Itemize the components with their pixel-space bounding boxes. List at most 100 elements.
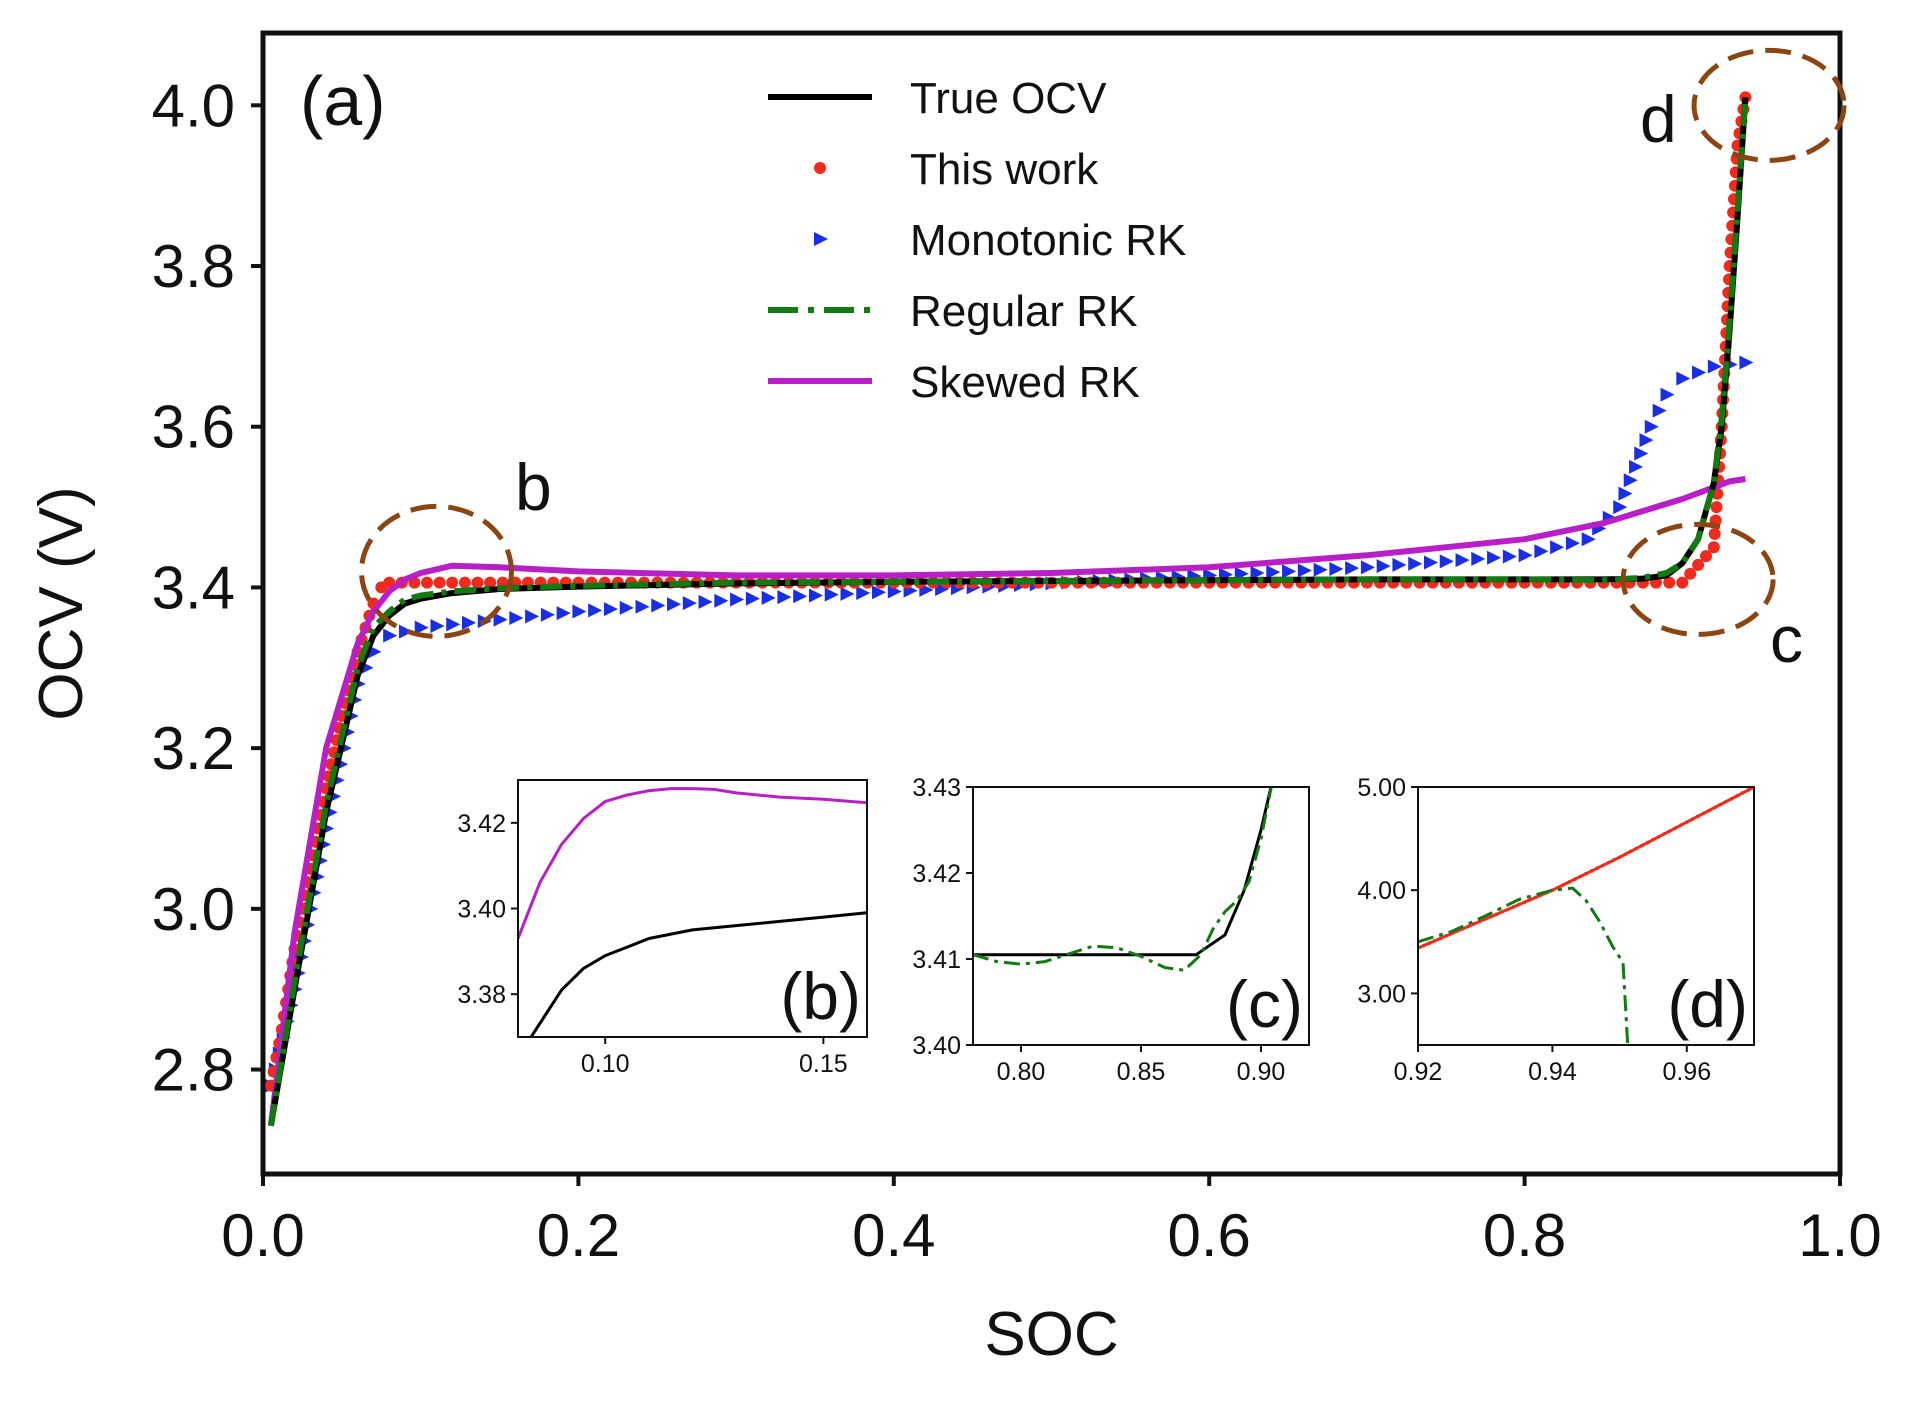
inset-point-this-work <box>1601 863 1605 868</box>
legend-label: True OCV <box>910 74 1107 123</box>
point-monotonic-rk <box>1408 556 1423 571</box>
point-monotonic-rk <box>1534 544 1549 559</box>
point-monotonic-rk <box>793 589 808 604</box>
point-monotonic-rk <box>1423 555 1438 570</box>
point-this-work <box>1708 527 1721 540</box>
inset-point-this-work <box>1427 941 1431 945</box>
point-monotonic-rk <box>462 615 477 630</box>
inset-plot-area <box>973 787 1273 972</box>
inset-point-this-work <box>1517 902 1521 907</box>
inset-point-this-work <box>1612 858 1616 862</box>
point-monotonic-rk <box>1676 371 1691 386</box>
inset-point-this-work <box>1657 834 1661 839</box>
point-this-work <box>1710 501 1723 514</box>
point-monotonic-rk <box>761 590 776 605</box>
legend-label: Monotonic RK <box>910 216 1186 265</box>
y-tick-label: 3.6 <box>152 394 235 461</box>
point-monotonic-rk <box>1250 565 1265 580</box>
legend-label: Skewed RK <box>910 358 1140 407</box>
inset-plot-area <box>1418 787 1754 1045</box>
inset-point-this-work <box>1685 820 1689 824</box>
inset-background <box>1418 787 1754 1045</box>
inset-point-this-work <box>1595 866 1599 870</box>
point-monotonic-rk <box>540 607 555 622</box>
legend-entry-true-ocv: True OCV <box>768 74 1107 123</box>
x-tick-label: 0.2 <box>537 1202 620 1269</box>
highlight-b: b <box>358 450 552 639</box>
point-monotonic-rk <box>1634 446 1649 461</box>
point-this-work <box>1700 550 1712 563</box>
x-tick-label: 1.0 <box>1798 1202 1881 1269</box>
point-this-work <box>484 576 497 589</box>
point-monotonic-rk <box>745 591 760 606</box>
point-monotonic-rk <box>1613 500 1628 515</box>
inset-point-this-work <box>1522 900 1527 904</box>
inset-y-tick-label: 3.40 <box>457 896 506 924</box>
point-monotonic-rk <box>682 596 697 611</box>
legend-label: Regular RK <box>910 287 1137 336</box>
inset-point-this-work <box>1735 794 1739 798</box>
point-monotonic-rk <box>493 612 508 627</box>
inset-label: (d) <box>1667 967 1748 1041</box>
inset-point-this-work <box>1433 939 1437 943</box>
point-monotonic-rk <box>856 586 871 601</box>
series-line-skewed-rk <box>267 476 1746 1127</box>
point-monotonic-rk <box>1282 564 1297 579</box>
x-tick-label: 0.4 <box>852 1202 935 1269</box>
inset-point-this-work <box>1567 880 1571 884</box>
series-skewed-rk <box>267 476 1746 1127</box>
inset-point-this-work <box>1500 910 1504 914</box>
inset-point-this-work <box>1584 871 1588 876</box>
point-this-work <box>471 576 484 589</box>
point-this-work <box>1684 567 1697 580</box>
point-monotonic-rk <box>1565 536 1580 551</box>
point-monotonic-rk <box>383 628 398 643</box>
highlight-label: d <box>1640 82 1677 156</box>
point-monotonic-rk <box>398 624 413 639</box>
x-tick-label: 0.0 <box>221 1202 304 1269</box>
y-tick-label: 3.2 <box>152 715 235 782</box>
inset-label: (b) <box>780 959 861 1033</box>
point-monotonic-rk <box>1392 557 1407 572</box>
point-monotonic-rk <box>1518 548 1533 563</box>
inset-plot-area <box>518 787 867 1037</box>
inset-series-true-ocv <box>973 787 1273 957</box>
point-monotonic-rk <box>1739 355 1754 370</box>
inset-d: 0.92 0.94 0.96 3.00 4.00 5.00 (d) <box>1357 774 1755 1086</box>
inset-point-this-work <box>1696 814 1700 818</box>
inset-background <box>518 780 867 1037</box>
point-monotonic-rk <box>446 617 461 632</box>
y-tick-label: 4.0 <box>152 72 235 139</box>
y-tick-label: 3.8 <box>152 233 235 300</box>
point-this-work <box>1676 576 1689 589</box>
legend-entry-regular-rk: Regular RK <box>768 287 1137 336</box>
inset-point-this-work <box>1466 924 1471 929</box>
inset-x-tick-label: 0.15 <box>799 1050 848 1078</box>
inset-point-this-work <box>1713 805 1717 810</box>
point-monotonic-rk <box>698 594 713 609</box>
highlight-ellipse <box>1691 47 1847 163</box>
point-monotonic-rk <box>603 602 618 617</box>
inset-y-tick-label: 3.00 <box>1357 980 1406 1008</box>
point-monotonic-rk <box>556 606 571 621</box>
inset-y-tick-label: 4.00 <box>1357 877 1406 905</box>
highlight-circles: b c d <box>358 47 1847 676</box>
point-monotonic-rk <box>430 618 445 633</box>
inset-y-tick-label: 3.40 <box>912 1032 961 1060</box>
legend-entry-this-work: This work <box>814 145 1099 194</box>
insets: 0.10 0.15 3.38 3.40 3.42 (b) 0.80 0.85 0.90 3.40 3… <box>457 774 1755 1086</box>
point-monotonic-rk <box>1707 359 1722 374</box>
inset-point-this-work <box>1629 849 1633 854</box>
inset-point-this-work <box>1729 796 1734 801</box>
inset-point-this-work <box>1673 826 1678 830</box>
inset-point-this-work <box>1662 832 1667 836</box>
inset-series-regular-rk <box>1418 886 1630 1045</box>
point-monotonic-rk <box>1618 486 1633 501</box>
inset-b: 0.10 0.15 3.38 3.40 3.42 (b) <box>457 779 868 1078</box>
inset-point-this-work <box>1623 852 1627 857</box>
point-monotonic-rk <box>1455 553 1470 568</box>
highlight-ellipse <box>1620 521 1776 637</box>
